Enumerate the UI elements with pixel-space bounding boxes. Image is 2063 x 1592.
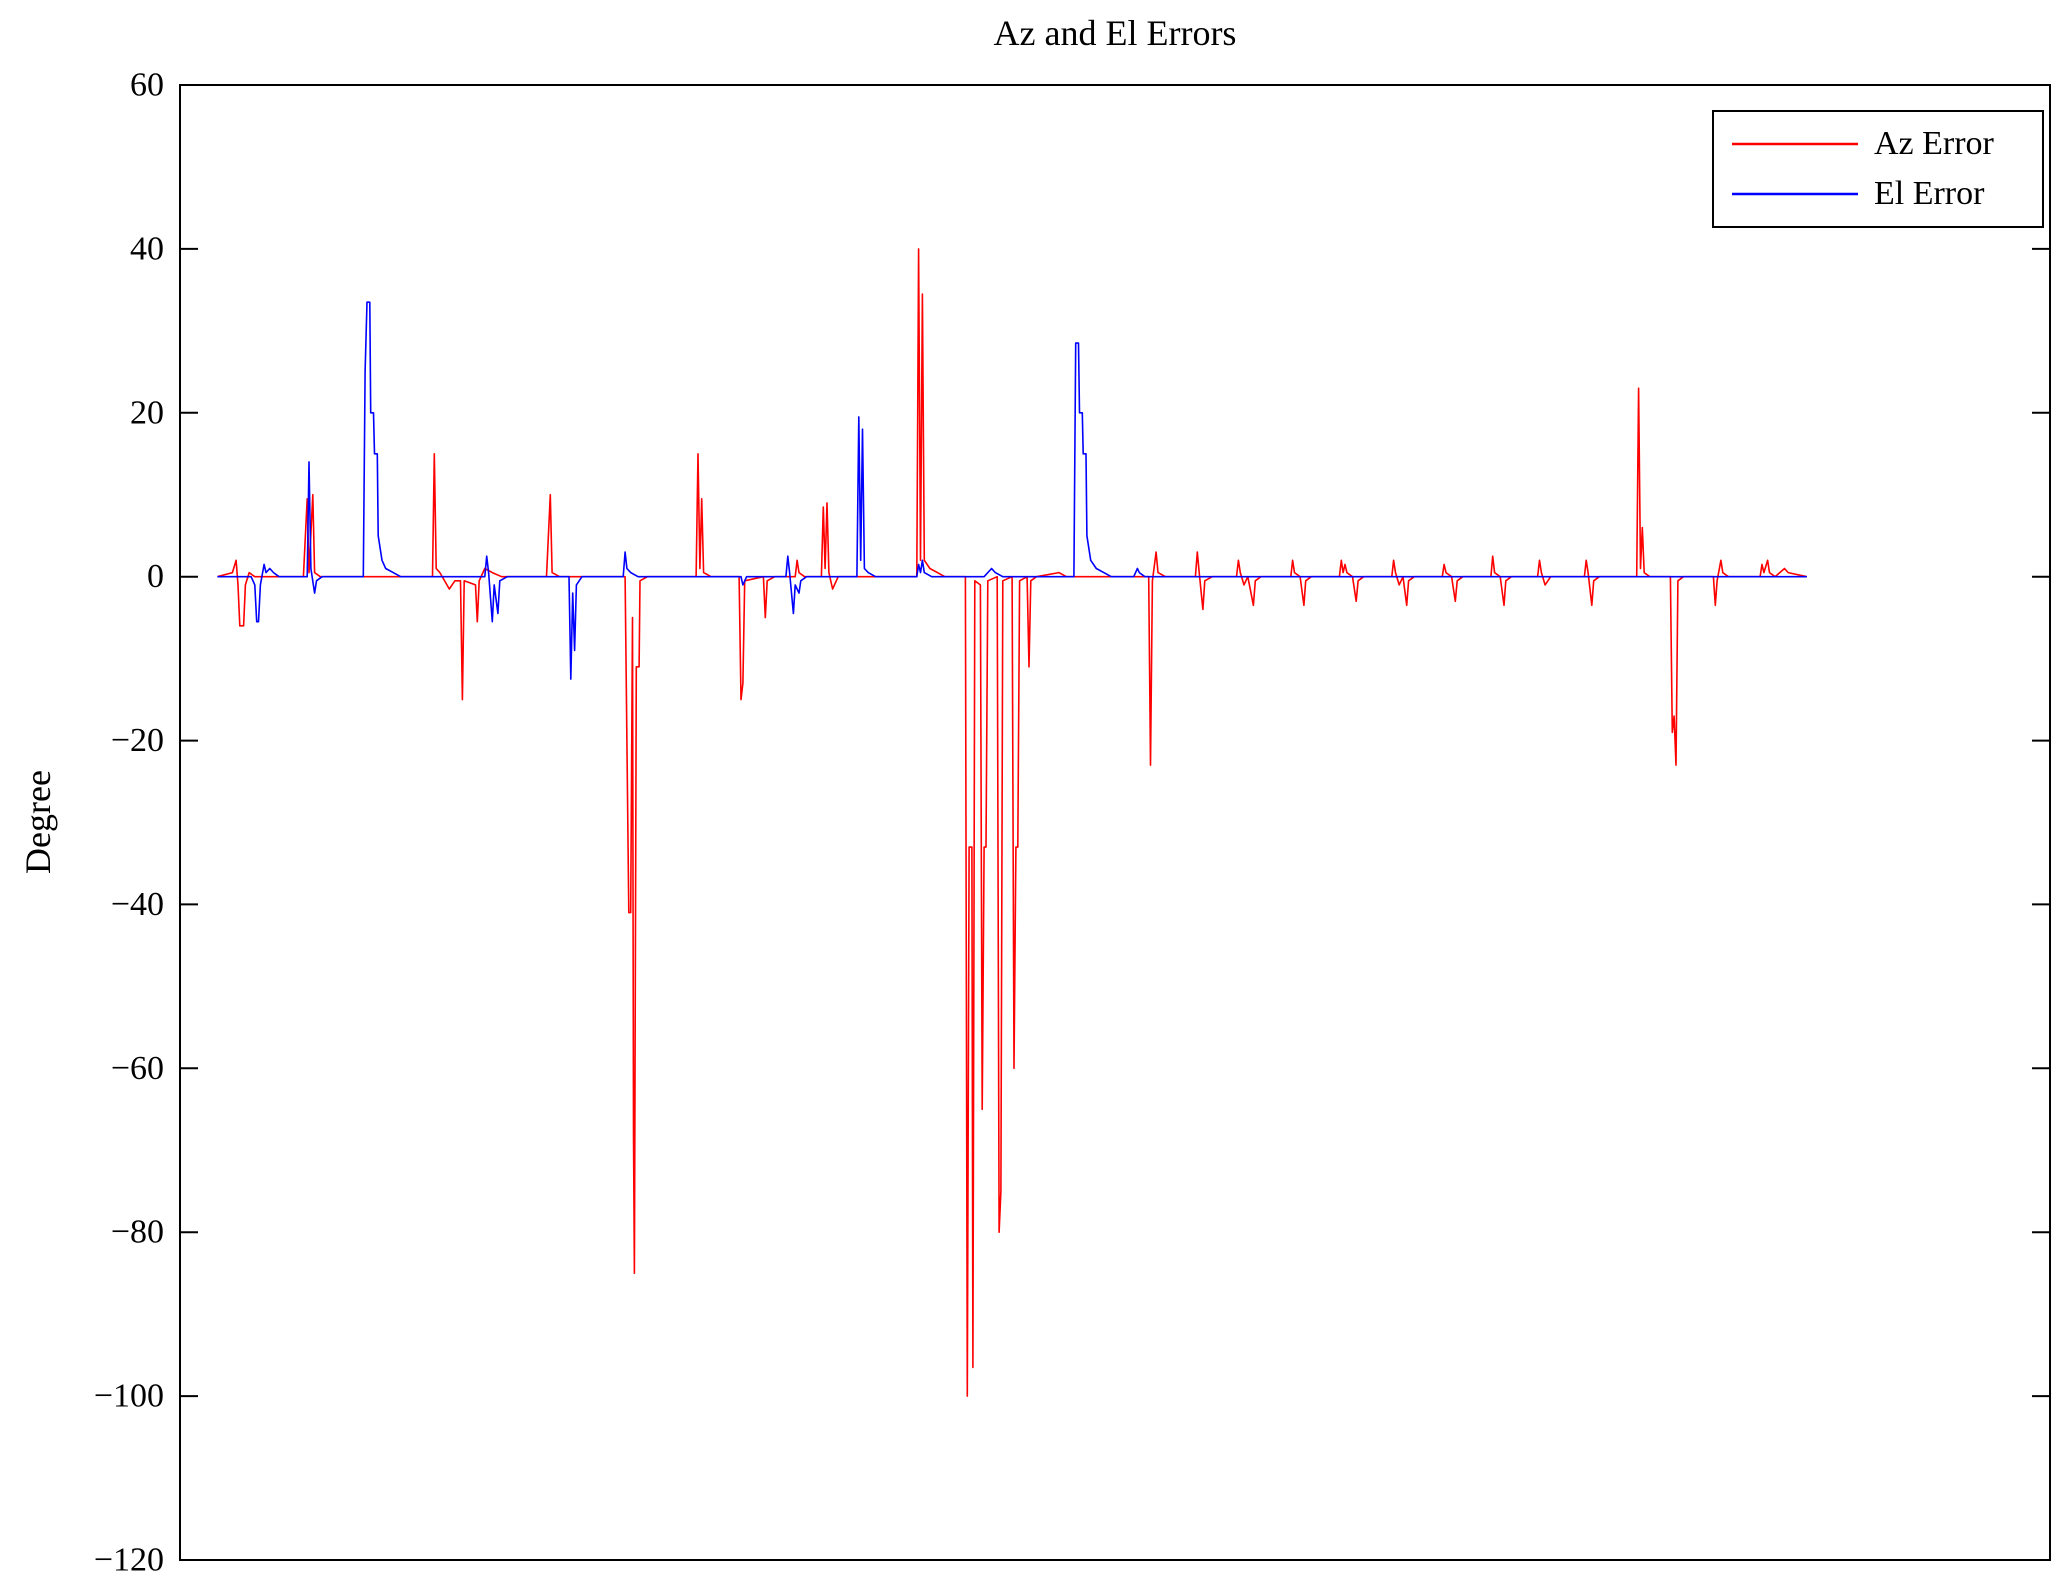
az-error-line-swatch: [1732, 142, 1858, 145]
legend-item-az-error: Az Error: [1714, 125, 2042, 163]
y-tick-label: 0: [147, 558, 164, 595]
y-tick-label: −60: [111, 1050, 164, 1087]
legend: Az Error El Error: [1712, 110, 2044, 228]
y-tick-label: 20: [130, 394, 164, 431]
legend-label-el-error: El Error: [1874, 175, 1985, 213]
y-tick-label: −20: [111, 722, 164, 759]
el-error-line: [217, 301, 1807, 680]
legend-item-el-error: El Error: [1714, 175, 2042, 213]
y-tick-label: −80: [111, 1214, 164, 1251]
legend-label-az-error: Az Error: [1874, 124, 1994, 162]
y-tick-label: −120: [94, 1542, 164, 1579]
y-tick-label: 60: [130, 67, 164, 104]
y-tick-label: 40: [130, 230, 164, 267]
y-tick-label: −100: [94, 1378, 164, 1415]
el-error-line-swatch: [1732, 193, 1858, 196]
y-tick-label: −40: [111, 886, 164, 923]
az-error-line: [217, 248, 1808, 1397]
plot-frame: [179, 84, 2051, 1561]
chart-title: Az and El Errors: [993, 13, 1237, 53]
